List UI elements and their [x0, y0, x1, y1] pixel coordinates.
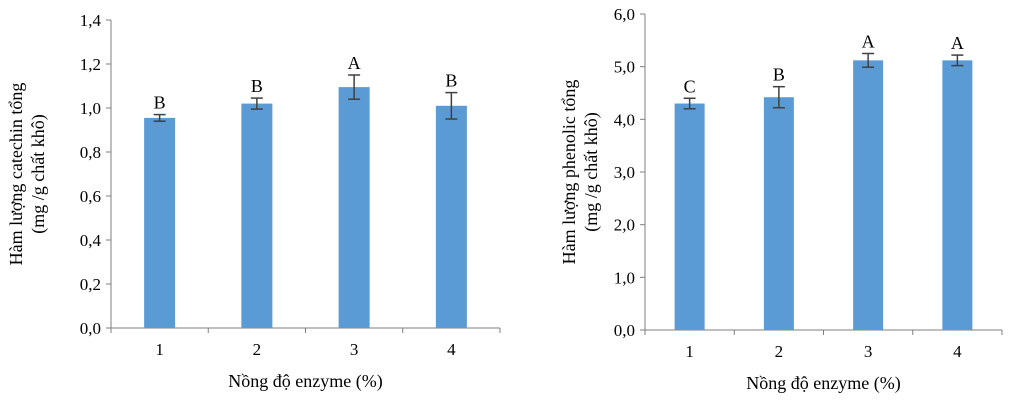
x-tick-label: 1 [155, 340, 164, 359]
y-axis-title-line: (mg /g chất khô) [28, 114, 49, 233]
bar [241, 103, 273, 328]
y-tick-label: 0,6 [80, 187, 101, 206]
x-tick-label: 4 [447, 340, 456, 359]
significance-letter: B [773, 65, 785, 85]
bar [674, 103, 705, 331]
x-tick-label: 2 [253, 340, 262, 359]
significance-letter: A [348, 53, 361, 73]
x-tick-label: 3 [350, 340, 359, 359]
phenolic-chart-svg: 0,0 1,0 2,0 3,0 4,0 5,0 6,0 C 1 B 2 A 3 A 4 Nồng độ enz… [559, 5, 1003, 394]
catechin-chart: 0,0 0,2 0,4 0,6 0,8 1,0 1,2 1,4 B 1 B 2 A 3 B 4 Nồng độ … [0, 0, 505, 402]
significance-letter: B [251, 76, 263, 96]
y-tick-label: 0,2 [80, 275, 101, 294]
significance-letter: A [951, 33, 964, 53]
y-tick-label: 5,0 [614, 58, 635, 77]
significance-letter: A [862, 32, 875, 52]
phenolic-chart: 0,0 1,0 2,0 3,0 4,0 5,0 6,0 C 1 B 2 A 3 A 4 Nồng độ enz… [505, 0, 1011, 402]
y-tick-label: 0,0 [80, 319, 101, 338]
y-tick-label: 1,0 [80, 99, 101, 118]
x-tick-label: 4 [953, 342, 962, 361]
bar [853, 60, 884, 330]
y-tick-label: 0,4 [80, 231, 102, 250]
y-axis-title-line: Hàm lượng phenolic tổng [559, 80, 579, 265]
x-tick-label: 2 [775, 342, 784, 361]
y-tick-label: 1,2 [80, 55, 101, 74]
y-tick-label: 6,0 [614, 5, 635, 24]
y-tick-label: 0,0 [614, 321, 635, 340]
x-tick-label: 1 [685, 342, 694, 361]
y-tick-label: 1,0 [614, 268, 635, 287]
x-axis-title: Nồng độ enzyme (%) [228, 371, 382, 392]
y-tick-label: 4,0 [614, 110, 635, 129]
catechin-chart-svg: 0,0 0,2 0,4 0,6 0,8 1,0 1,2 1,4 B 1 B 2 A 3 B 4 Nồng độ … [6, 11, 501, 392]
bar [942, 60, 973, 330]
y-tick-label: 0,8 [80, 143, 101, 162]
y-axis-title-line: (mg /g chất khô) [581, 112, 602, 231]
significance-letter: B [445, 71, 457, 91]
y-tick-label: 1,4 [80, 11, 102, 30]
x-axis-title: Nồng độ enzyme (%) [746, 373, 900, 394]
bar [763, 97, 794, 330]
bar [435, 105, 467, 328]
y-tick-label: 2,0 [614, 216, 635, 235]
bar [144, 117, 176, 329]
significance-letter: B [154, 93, 166, 113]
bar [338, 87, 370, 328]
x-tick-label: 3 [864, 342, 873, 361]
significance-letter: C [684, 76, 696, 96]
y-tick-label: 3,0 [614, 163, 635, 182]
y-axis-title-line: Hàm lượng catechin tổng [6, 83, 26, 266]
